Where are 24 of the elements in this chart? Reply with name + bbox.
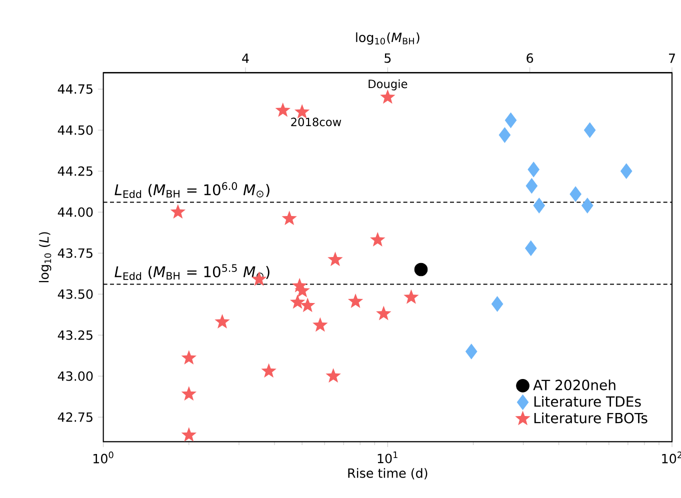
y-tick-label: 44.75 [58,84,92,94]
x2-tick-label: 7 [669,54,675,63]
y-axis-title: log$_{10}$ (L) [38,232,52,282]
y-tick-label: 42.75 [58,412,92,422]
x-tick-label: 10$^{0}$ [94,452,114,464]
x2-axis-title: log$_{10}$(M$_{BH}$) [356,32,420,45]
annotation: Dougie [368,79,408,90]
y-tick-label: 44.25 [58,166,92,176]
x2-tick-label: 6 [526,53,534,63]
y-tick-label: 43.50 [58,289,93,299]
legend-label: Literature FBOTs [534,412,648,424]
y-tick-label: 44.00 [58,207,93,217]
x-axis-title: Rise time (d) [348,468,428,480]
annotation: 2018cow [291,118,342,126]
legend-label: AT 2020neh [533,379,616,390]
x2-tick-label: 4 [242,54,249,63]
x-tick-label: 10$^{1}$ [378,452,398,464]
y-tick-label: 43.75 [58,248,92,258]
legend-label: Literature TDEs [534,396,641,407]
y-tick-label: 44.50 [58,125,93,135]
text: L$_{Edd}$ (M$_{BH}$ = 10$^{6.0}$ M$_{⊙}$) [114,182,270,198]
y-tick-label: 43.25 [58,330,92,340]
y-tick-label: 43.00 [58,371,93,381]
x2-tick-label: 5 [384,53,391,63]
